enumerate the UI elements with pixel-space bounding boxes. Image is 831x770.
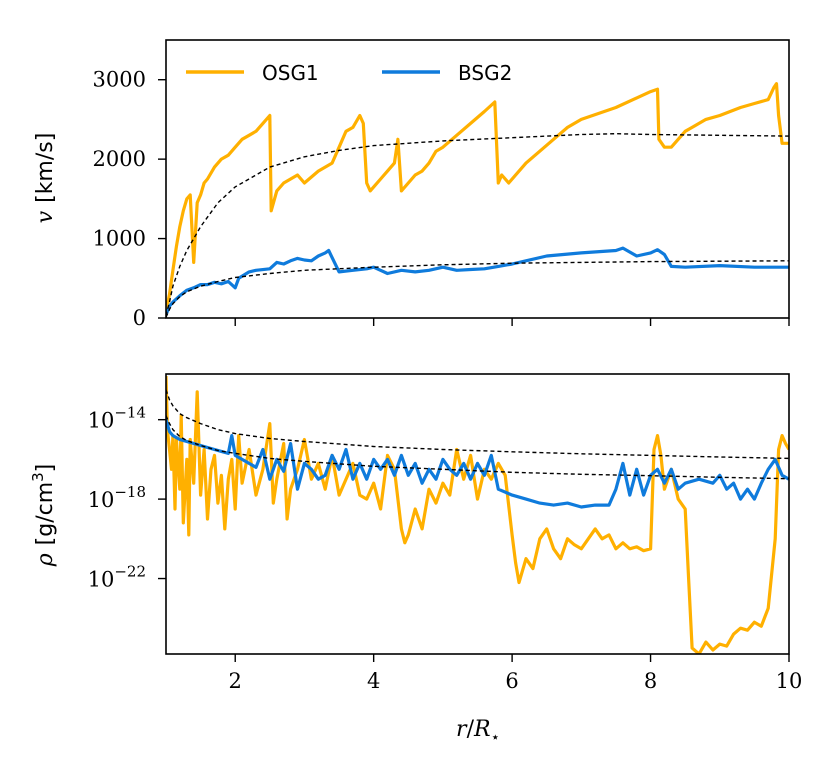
density-axis-unit-close: ] xyxy=(33,464,58,473)
density-reference-curve-1 xyxy=(166,389,789,460)
velocity-axis-var: v xyxy=(33,210,58,223)
density-series-bsg2 xyxy=(166,419,789,509)
x-axis-label-sub: ⋆ xyxy=(491,728,500,746)
velocity-plot-lines xyxy=(166,82,789,318)
x-axis-label: r/R⋆ xyxy=(456,717,500,746)
x-axis-label-sep: / xyxy=(467,717,475,742)
density-plot-frame xyxy=(165,373,790,655)
legend-label-bsg2: BSG2 xyxy=(458,61,512,85)
x-tick-label: 6 xyxy=(505,669,518,693)
density-reference-curve-2 xyxy=(166,415,789,480)
x-tick-label: 2 xyxy=(229,669,242,693)
velocity-axis-unit: [km/s] xyxy=(33,133,58,203)
density-axis-unit: [g/cm xyxy=(33,482,58,546)
density-axis-ticks: 10−14 10−18 10−22 2 4 6 8 10 xyxy=(88,404,803,693)
velocity-y-tick-label: 2000 xyxy=(93,147,146,171)
velocity-reference-curve-1 xyxy=(166,132,789,316)
density-axis-var: ρ xyxy=(33,553,58,567)
density-panel: 10−14 10−18 10−22 2 4 6 8 10 ρ [g/cm3] r/R⋆ xyxy=(29,373,803,746)
velocity-series-osg1 xyxy=(166,82,789,312)
density-y-tick-label: 10−18 xyxy=(88,483,146,512)
density-y-tick-label: 10−22 xyxy=(88,563,146,592)
density-y-tick-label: 10−14 xyxy=(88,404,146,433)
x-tick-label: 8 xyxy=(644,669,657,693)
density-axis-label: ρ [g/cm3] xyxy=(29,464,58,568)
density-series-osg1 xyxy=(166,375,789,654)
legend: OSG1 BSG2 xyxy=(186,61,512,85)
velocity-reference-curve-2 xyxy=(166,260,789,318)
velocity-panel: 0 1000 2000 3000 OSG1 BSG2 v [km/s] xyxy=(33,39,790,330)
density-plot-lines xyxy=(166,375,789,654)
density-axis-unit-exponent: 3 xyxy=(29,472,47,482)
velocity-y-tick-label: 0 xyxy=(133,306,146,330)
velocity-axis-label: v [km/s] xyxy=(33,133,58,224)
x-axis-label-var: r xyxy=(456,717,468,742)
x-axis-label-base: R xyxy=(473,717,491,742)
x-tick-label: 10 xyxy=(776,669,803,693)
legend-label-osg1: OSG1 xyxy=(262,61,319,85)
velocity-y-tick-label: 3000 xyxy=(93,68,146,92)
velocity-y-tick-label: 1000 xyxy=(93,227,146,251)
velocity-series-bsg2 xyxy=(166,246,789,316)
velocity-plot-frame xyxy=(165,39,790,319)
x-tick-label: 4 xyxy=(367,669,380,693)
velocity-axis-ticks: 0 1000 2000 3000 xyxy=(93,68,790,330)
